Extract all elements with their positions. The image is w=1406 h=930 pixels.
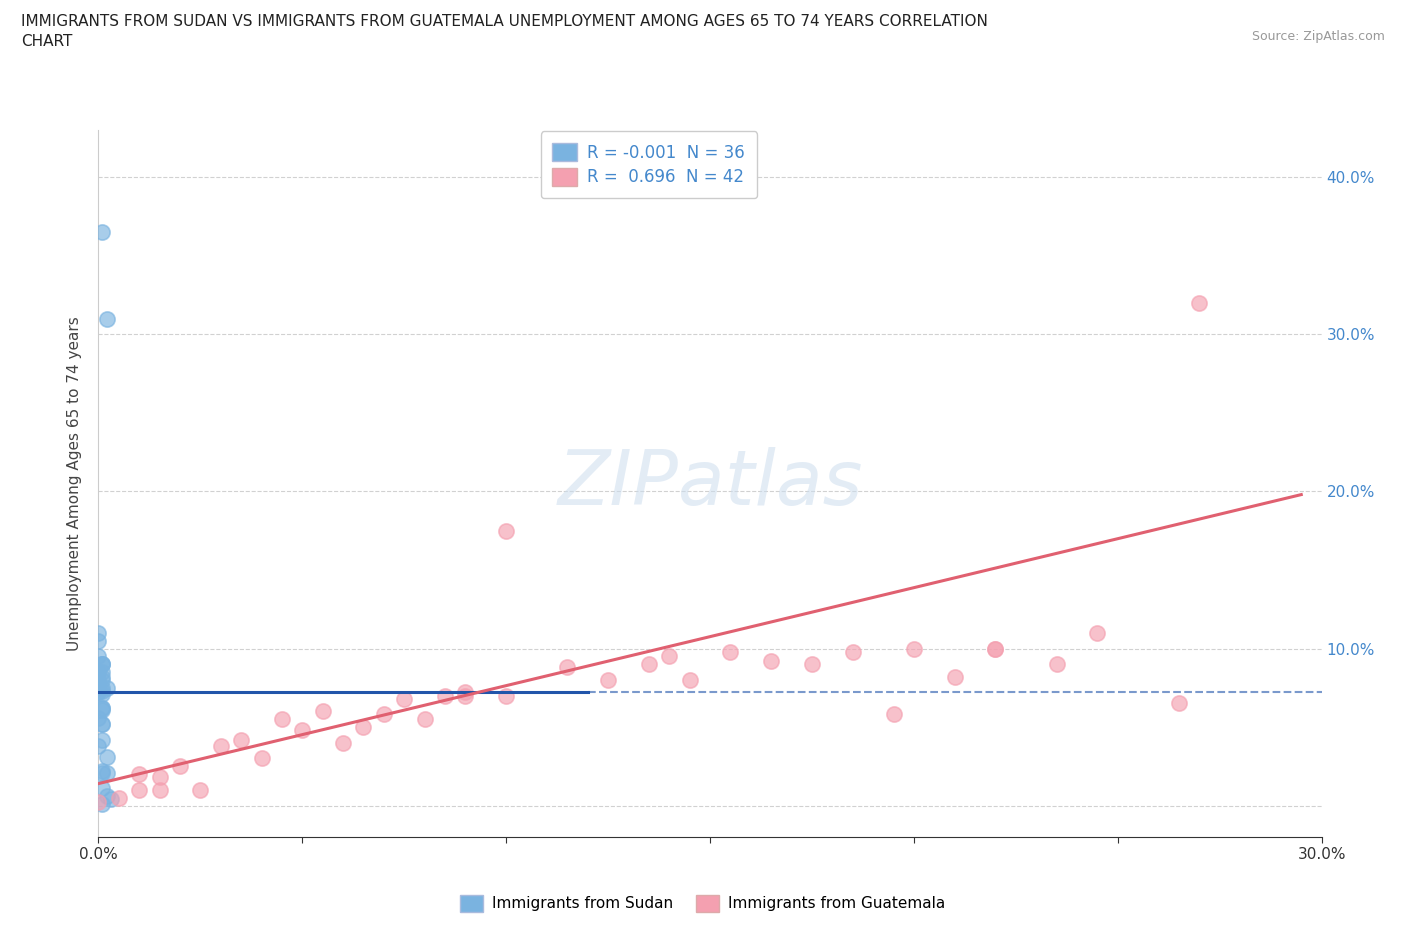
Text: CHART: CHART	[21, 34, 73, 49]
Point	[352, 720, 374, 735]
Point	[87, 685, 110, 700]
Point	[1188, 296, 1211, 311]
Point	[100, 791, 122, 806]
Point	[1085, 625, 1108, 640]
Point	[984, 641, 1007, 656]
Point	[96, 312, 118, 326]
Text: Source: ZipAtlas.com: Source: ZipAtlas.com	[1251, 30, 1385, 43]
Point	[903, 641, 925, 656]
Point	[413, 711, 436, 726]
Point	[91, 797, 114, 812]
Point	[801, 657, 824, 671]
Point	[87, 681, 110, 696]
Point	[91, 657, 114, 671]
Point	[761, 654, 783, 669]
Point	[91, 716, 114, 731]
Text: ZIPatlas: ZIPatlas	[557, 446, 863, 521]
Point	[658, 649, 681, 664]
Point	[96, 681, 118, 696]
Legend: R = -0.001  N = 36, R =  0.696  N = 42: R = -0.001 N = 36, R = 0.696 N = 42	[541, 131, 756, 198]
Point	[638, 657, 661, 671]
Point	[87, 795, 110, 810]
Point	[91, 670, 114, 684]
Point	[598, 672, 620, 687]
Point	[91, 665, 114, 680]
Point	[96, 789, 118, 804]
Point	[91, 764, 114, 778]
Point	[270, 711, 294, 726]
Point	[231, 732, 253, 747]
Point	[250, 751, 273, 766]
Point	[91, 686, 114, 701]
Point	[87, 672, 110, 687]
Point	[883, 707, 905, 722]
Point	[91, 701, 114, 716]
Point	[943, 670, 966, 684]
Legend: Immigrants from Sudan, Immigrants from Guatemala: Immigrants from Sudan, Immigrants from G…	[454, 889, 952, 918]
Point	[96, 750, 118, 764]
Point	[149, 770, 172, 785]
Point	[91, 681, 114, 696]
Point	[454, 685, 477, 700]
Point	[841, 644, 863, 659]
Point	[434, 688, 457, 703]
Text: IMMIGRANTS FROM SUDAN VS IMMIGRANTS FROM GUATEMALA UNEMPLOYMENT AMONG AGES 65 TO: IMMIGRANTS FROM SUDAN VS IMMIGRANTS FROM…	[21, 14, 988, 29]
Point	[91, 702, 114, 717]
Point	[679, 672, 702, 687]
Point	[108, 790, 131, 805]
Point	[91, 765, 114, 780]
Point	[87, 711, 110, 725]
Point	[87, 633, 110, 648]
Point	[91, 657, 114, 671]
Point	[454, 688, 477, 703]
Point	[128, 782, 150, 797]
Point	[91, 732, 114, 747]
Point	[91, 225, 114, 240]
Point	[557, 660, 579, 675]
Point	[91, 716, 114, 731]
Point	[91, 684, 114, 698]
Point	[495, 524, 517, 538]
Point	[188, 782, 212, 797]
Point	[128, 766, 150, 781]
Point	[209, 738, 232, 753]
Point	[91, 781, 114, 796]
Point	[87, 649, 110, 664]
Point	[984, 641, 1007, 656]
Point	[332, 736, 354, 751]
Point	[87, 738, 110, 753]
Point	[312, 704, 335, 719]
Point	[291, 723, 314, 737]
Point	[149, 782, 172, 797]
Y-axis label: Unemployment Among Ages 65 to 74 years: Unemployment Among Ages 65 to 74 years	[67, 316, 83, 651]
Point	[720, 644, 742, 659]
Point	[87, 665, 110, 680]
Point	[495, 688, 517, 703]
Point	[91, 672, 114, 687]
Point	[87, 685, 110, 700]
Point	[87, 625, 110, 640]
Point	[169, 759, 191, 774]
Point	[1045, 657, 1069, 671]
Point	[373, 707, 395, 722]
Point	[91, 701, 114, 716]
Point	[392, 691, 416, 706]
Point	[1167, 696, 1189, 711]
Point	[91, 657, 114, 671]
Point	[96, 765, 118, 780]
